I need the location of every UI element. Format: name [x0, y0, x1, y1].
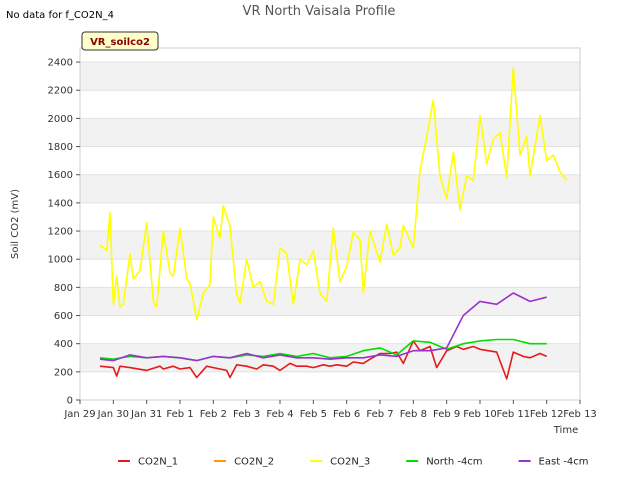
- tag-label: VR_soilco2: [90, 37, 150, 48]
- y-tick-label: 1200: [48, 227, 73, 238]
- series-line-co2n-3: [99, 66, 568, 321]
- y-tick-label: 2400: [48, 58, 73, 69]
- y-tick-label: 400: [54, 339, 73, 350]
- no-data-message: No data for f_CO2N_4: [6, 10, 114, 21]
- x-tick-label: Jan 30: [97, 409, 129, 420]
- grid-band: [80, 174, 580, 203]
- series-line-east-4cm: [99, 292, 547, 362]
- y-tick-label: 0: [67, 396, 73, 407]
- y-tick-label: 1800: [48, 142, 73, 153]
- legend-label: North -4cm: [426, 457, 482, 468]
- y-tick-label: 600: [54, 311, 73, 322]
- y-axis-title: Soil CO2 (mV): [10, 189, 21, 259]
- x-tick-label: Feb 8: [400, 409, 427, 420]
- x-axis-title: Time: [553, 425, 578, 436]
- x-tick-label: Feb 2: [200, 409, 227, 420]
- series-lines: [99, 66, 568, 380]
- x-tick-label: Feb 5: [300, 409, 327, 420]
- y-tick-label: 1600: [48, 170, 73, 181]
- x-tick-label: Feb 13: [563, 409, 597, 420]
- legend-label: CO2N_1: [138, 457, 178, 468]
- tag-box[interactable]: VR_soilco2: [81, 31, 159, 51]
- grid-band: [80, 231, 580, 260]
- y-tick-label: 2000: [48, 114, 73, 125]
- grid-band: [80, 118, 580, 147]
- legend-label: CO2N_3: [330, 457, 370, 468]
- x-tick-label: Feb 6: [333, 409, 360, 420]
- y-tick-label: 2200: [48, 86, 73, 97]
- plot-area-border: [79, 47, 581, 401]
- x-tick-label: Feb 11: [497, 409, 531, 420]
- legend-label: CO2N_2: [234, 457, 274, 468]
- grid-bands: [80, 61, 580, 401]
- series-line-co2n-1: [99, 340, 548, 380]
- x-tick-label: Feb 9: [433, 409, 460, 420]
- tag-box-background: [81, 31, 159, 51]
- legend-label: East -4cm: [539, 457, 589, 468]
- x-tick-label: Jan 31: [130, 409, 162, 420]
- grid-band: [80, 62, 580, 91]
- y-tick-label: 200: [54, 367, 73, 378]
- x-tick-label: Feb 7: [366, 409, 393, 420]
- grid-band: [80, 287, 580, 316]
- x-axis-ticks: Jan 29 Jan 30 Jan 31 Feb 1 Feb 2 Feb 3 Feb 4 Fe…: [63, 400, 597, 420]
- x-tick-label: Feb 1: [166, 409, 193, 420]
- y-tick-label: 800: [54, 283, 73, 294]
- legend: CO2N_1 CO2N_2 CO2N_3 North -4cm East -4cm: [118, 457, 589, 468]
- x-tick-label: Feb 10: [463, 409, 497, 420]
- chart-title: VR North Vaisala Profile: [243, 4, 396, 19]
- y-tick-label: 1000: [48, 255, 73, 266]
- x-tick-label: Feb 12: [530, 409, 564, 420]
- y-tick-label: 1400: [48, 198, 73, 209]
- x-tick-label: Feb 4: [266, 409, 293, 420]
- x-tick-label: Feb 3: [233, 409, 260, 420]
- y-axis-ticks: 0 200 400 600 800 1000 1200 1400 1600 1800 2000 220…: [48, 58, 80, 407]
- x-tick-label: Jan 29: [63, 409, 95, 420]
